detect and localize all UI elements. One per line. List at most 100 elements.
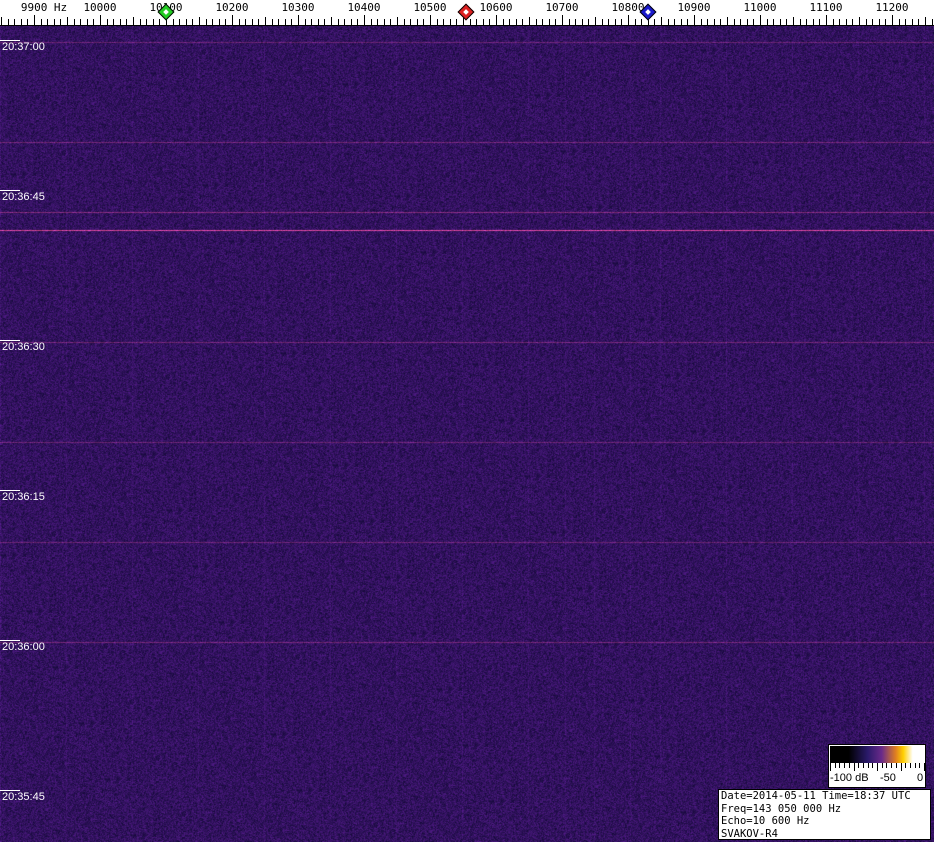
freq-tick <box>463 17 464 25</box>
freq-tick-label: 10600 <box>479 1 513 14</box>
colorbar-tick <box>905 763 907 768</box>
freq-tick <box>450 19 451 25</box>
freq-tick <box>918 19 919 25</box>
freq-tick <box>377 19 378 25</box>
freq-tick <box>681 19 682 25</box>
freq-tick <box>588 19 589 25</box>
colorbar-tick <box>844 763 846 768</box>
freq-tick <box>714 19 715 25</box>
colorbar-tick <box>848 763 850 768</box>
colorbar-tick <box>886 763 888 768</box>
freq-tick <box>252 19 253 25</box>
freq-tick <box>654 19 655 25</box>
freq-tick <box>575 19 576 25</box>
freq-tick <box>60 19 61 25</box>
freq-tick <box>120 19 121 25</box>
freq-tick <box>159 19 160 25</box>
freq-tick <box>417 19 418 25</box>
freq-tick-label: 10400 <box>347 1 381 14</box>
freq-tick <box>34 15 35 25</box>
colorbar-tick <box>830 763 831 771</box>
freq-tick <box>390 19 391 25</box>
freq-tick <box>773 19 774 25</box>
colorbar-label-max: 0 <box>917 772 924 784</box>
freq-tick <box>27 19 28 25</box>
colorbar-tick <box>877 763 878 771</box>
colorbar-gradient <box>830 746 924 763</box>
red-frequency-marker[interactable] <box>457 3 475 21</box>
freq-tick-label: 10800 <box>611 1 645 14</box>
freq-tick <box>318 19 319 25</box>
freq-tick <box>179 19 180 25</box>
freq-tick <box>932 19 933 25</box>
info-station: SVAKOV-R4 <box>721 827 778 840</box>
freq-tick-label: 10900 <box>677 1 711 14</box>
freq-tick <box>496 15 497 25</box>
freq-tick <box>509 19 510 25</box>
freq-tick <box>41 19 42 25</box>
freq-tick <box>819 19 820 25</box>
freq-tick <box>641 19 642 25</box>
waterfall-plot <box>0 26 934 842</box>
freq-tick <box>80 19 81 25</box>
freq-tick <box>826 15 827 25</box>
freq-tick <box>74 19 75 25</box>
freq-tick <box>47 19 48 25</box>
time-label: 20:35:45 <box>2 791 45 803</box>
freq-tick <box>727 17 728 25</box>
freq-tick <box>846 19 847 25</box>
colorbar-tick <box>834 763 836 768</box>
freq-tick <box>357 19 358 25</box>
freq-tick <box>133 17 134 25</box>
freq-tick <box>522 19 523 25</box>
freq-tick <box>780 19 781 25</box>
freq-tick <box>635 19 636 25</box>
freq-tick <box>410 19 411 25</box>
freq-tick <box>694 15 695 25</box>
freq-tick <box>331 17 332 25</box>
freq-tick <box>555 19 556 25</box>
freq-tick <box>186 19 187 25</box>
colorbar-tick <box>900 763 902 771</box>
time-tick <box>0 40 20 41</box>
freq-tick <box>866 19 867 25</box>
freq-tick <box>668 19 669 25</box>
freq-tick <box>232 15 233 25</box>
freq-tick <box>885 19 886 25</box>
freq-tick <box>582 19 583 25</box>
freq-tick <box>239 19 240 25</box>
freq-tick <box>648 19 649 25</box>
freq-tick <box>285 19 286 25</box>
freq-tick <box>298 15 299 25</box>
colorbar-label-min: -100 dB <box>830 772 869 784</box>
freq-tick <box>324 19 325 25</box>
freq-tick <box>536 19 537 25</box>
colorbar: -100 dB -50 0 <box>828 744 926 788</box>
freq-tick <box>892 15 893 25</box>
freq-tick-label: 10500 <box>413 1 447 14</box>
time-tick <box>0 640 20 641</box>
freq-tick-label: 10000 <box>83 1 117 14</box>
freq-tick <box>720 19 721 25</box>
freq-tick <box>1 17 2 25</box>
time-label: 20:37:00 <box>2 41 45 53</box>
freq-tick <box>740 19 741 25</box>
freq-tick-label: 10200 <box>215 1 249 14</box>
freq-tick <box>608 19 609 25</box>
freq-tick <box>615 19 616 25</box>
freq-tick <box>404 19 405 25</box>
colorbar-tick <box>895 763 897 768</box>
info-box: Date=2014-05-11 Time=18:37 UTC Freq=143 … <box>718 789 931 840</box>
freq-tick <box>753 19 754 25</box>
freq-tick <box>767 19 768 25</box>
freq-tick <box>206 19 207 25</box>
freq-tick <box>245 19 246 25</box>
freq-tick <box>760 15 761 25</box>
freq-tick <box>806 19 807 25</box>
freq-tick <box>107 19 108 25</box>
freq-tick <box>430 15 431 25</box>
freq-tick-label: 11100 <box>809 1 843 14</box>
freq-tick <box>542 19 543 25</box>
info-echo: Echo=10 600 Hz <box>721 815 810 827</box>
